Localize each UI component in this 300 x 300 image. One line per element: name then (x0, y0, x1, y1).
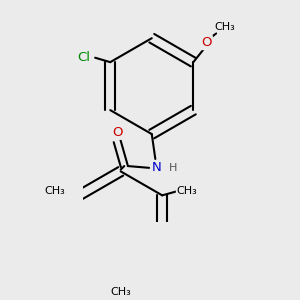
Text: O: O (112, 126, 122, 139)
Text: CH₃: CH₃ (44, 186, 65, 196)
Text: N: N (151, 161, 161, 174)
Text: CH₃: CH₃ (214, 22, 235, 32)
Text: CH₃: CH₃ (177, 186, 197, 196)
Text: O: O (201, 36, 212, 49)
Text: CH₃: CH₃ (110, 287, 131, 297)
Text: H: H (169, 163, 177, 173)
Text: Cl: Cl (77, 51, 90, 64)
